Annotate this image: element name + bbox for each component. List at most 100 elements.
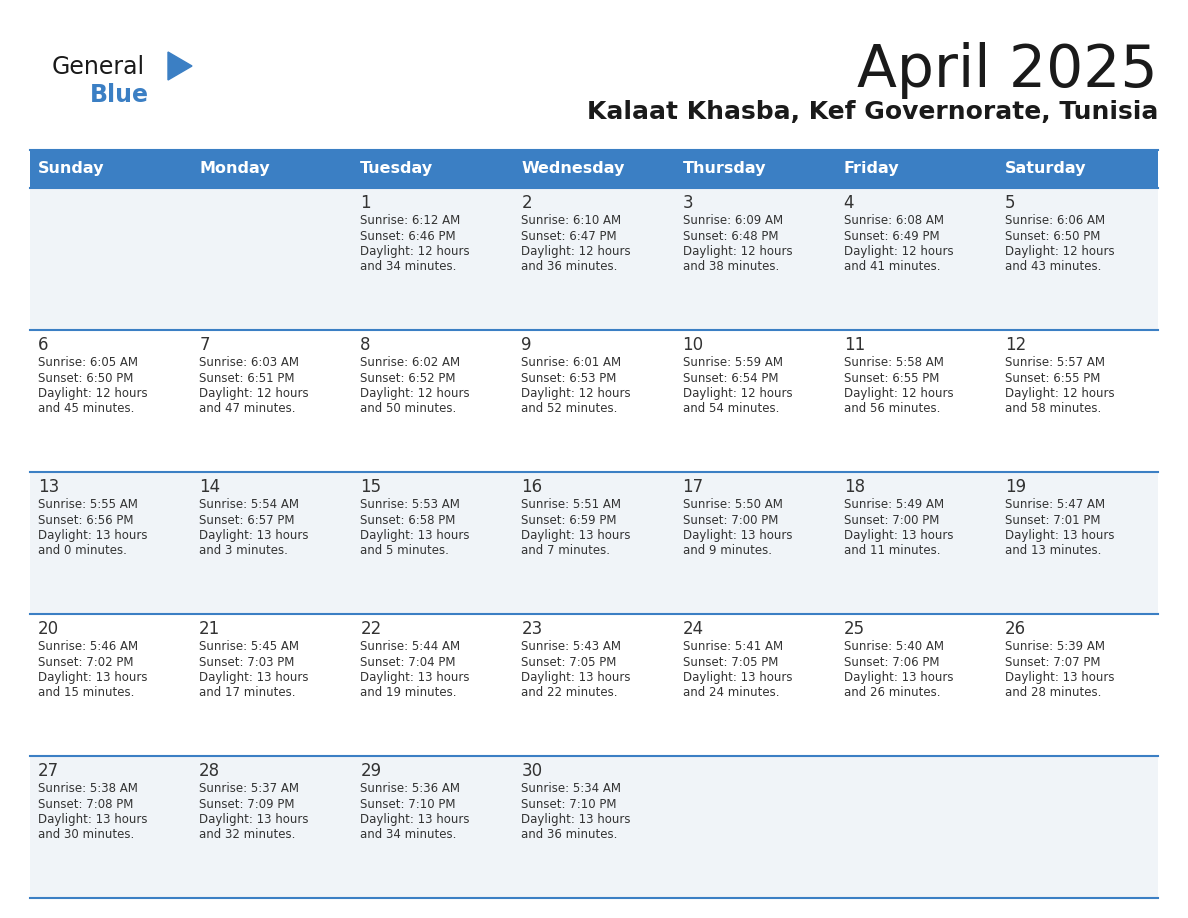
Text: 7: 7: [200, 336, 209, 354]
Text: 25: 25: [843, 620, 865, 638]
Text: and 50 minutes.: and 50 minutes.: [360, 402, 456, 416]
Text: Daylight: 13 hours: Daylight: 13 hours: [522, 813, 631, 826]
Text: Sunrise: 5:44 AM: Sunrise: 5:44 AM: [360, 640, 461, 653]
Text: 29: 29: [360, 762, 381, 780]
Text: Sunset: 6:59 PM: Sunset: 6:59 PM: [522, 513, 617, 527]
Bar: [353, 150, 513, 188]
Text: Monday: Monday: [200, 162, 270, 176]
Text: Sunset: 7:10 PM: Sunset: 7:10 PM: [360, 798, 456, 811]
Text: Sunrise: 5:43 AM: Sunrise: 5:43 AM: [522, 640, 621, 653]
Text: Sunset: 6:51 PM: Sunset: 6:51 PM: [200, 372, 295, 385]
Text: Sunrise: 6:03 AM: Sunrise: 6:03 AM: [200, 356, 299, 369]
Text: and 0 minutes.: and 0 minutes.: [38, 544, 127, 557]
Text: Daylight: 13 hours: Daylight: 13 hours: [200, 813, 309, 826]
Text: and 54 minutes.: and 54 minutes.: [683, 402, 779, 416]
Text: Sunset: 7:09 PM: Sunset: 7:09 PM: [200, 798, 295, 811]
Text: 8: 8: [360, 336, 371, 354]
Polygon shape: [168, 52, 192, 80]
Text: 22: 22: [360, 620, 381, 638]
Text: and 28 minutes.: and 28 minutes.: [1005, 687, 1101, 700]
Text: 18: 18: [843, 478, 865, 496]
Text: Sunrise: 5:45 AM: Sunrise: 5:45 AM: [200, 640, 299, 653]
Text: 12: 12: [1005, 336, 1026, 354]
Text: Daylight: 13 hours: Daylight: 13 hours: [360, 813, 469, 826]
Text: Sunrise: 5:59 AM: Sunrise: 5:59 AM: [683, 356, 783, 369]
Text: and 3 minutes.: and 3 minutes.: [200, 544, 287, 557]
Text: Sunrise: 5:40 AM: Sunrise: 5:40 AM: [843, 640, 943, 653]
Text: Sunrise: 5:41 AM: Sunrise: 5:41 AM: [683, 640, 783, 653]
Text: 1: 1: [360, 194, 371, 212]
Text: and 9 minutes.: and 9 minutes.: [683, 544, 771, 557]
Text: and 36 minutes.: and 36 minutes.: [522, 829, 618, 842]
Text: Sunset: 6:53 PM: Sunset: 6:53 PM: [522, 372, 617, 385]
Text: and 13 minutes.: and 13 minutes.: [1005, 544, 1101, 557]
Text: Daylight: 12 hours: Daylight: 12 hours: [683, 387, 792, 400]
Text: Sunrise: 6:05 AM: Sunrise: 6:05 AM: [38, 356, 138, 369]
Text: Daylight: 13 hours: Daylight: 13 hours: [200, 671, 309, 684]
Text: Sunrise: 5:46 AM: Sunrise: 5:46 AM: [38, 640, 138, 653]
Text: Sunrise: 6:12 AM: Sunrise: 6:12 AM: [360, 214, 461, 227]
Text: 26: 26: [1005, 620, 1026, 638]
Text: Blue: Blue: [90, 83, 148, 107]
Text: Sunrise: 5:58 AM: Sunrise: 5:58 AM: [843, 356, 943, 369]
Text: 4: 4: [843, 194, 854, 212]
Text: Daylight: 12 hours: Daylight: 12 hours: [360, 245, 470, 258]
Text: 17: 17: [683, 478, 703, 496]
Bar: [30, 756, 1158, 898]
Text: Sunrise: 6:06 AM: Sunrise: 6:06 AM: [1005, 214, 1105, 227]
Text: Sunset: 6:58 PM: Sunset: 6:58 PM: [360, 513, 456, 527]
Text: and 58 minutes.: and 58 minutes.: [1005, 402, 1101, 416]
Text: 27: 27: [38, 762, 59, 780]
Text: Daylight: 12 hours: Daylight: 12 hours: [683, 245, 792, 258]
Text: Sunset: 6:50 PM: Sunset: 6:50 PM: [1005, 230, 1100, 242]
Text: Friday: Friday: [843, 162, 899, 176]
Text: Daylight: 13 hours: Daylight: 13 hours: [38, 671, 147, 684]
Bar: [30, 188, 1158, 330]
Text: Daylight: 12 hours: Daylight: 12 hours: [522, 387, 631, 400]
Text: Daylight: 12 hours: Daylight: 12 hours: [1005, 245, 1114, 258]
Text: 28: 28: [200, 762, 220, 780]
Text: 15: 15: [360, 478, 381, 496]
Text: Sunset: 7:00 PM: Sunset: 7:00 PM: [843, 513, 939, 527]
Bar: [513, 150, 675, 188]
Text: 3: 3: [683, 194, 693, 212]
Text: 5: 5: [1005, 194, 1016, 212]
Text: Sunset: 6:50 PM: Sunset: 6:50 PM: [38, 372, 133, 385]
Text: 23: 23: [522, 620, 543, 638]
Text: Sunset: 6:47 PM: Sunset: 6:47 PM: [522, 230, 617, 242]
Text: Sunset: 7:03 PM: Sunset: 7:03 PM: [200, 655, 295, 668]
Text: Daylight: 13 hours: Daylight: 13 hours: [522, 529, 631, 542]
Text: Sunset: 7:01 PM: Sunset: 7:01 PM: [1005, 513, 1100, 527]
Text: Daylight: 13 hours: Daylight: 13 hours: [683, 529, 792, 542]
Text: 11: 11: [843, 336, 865, 354]
Text: and 56 minutes.: and 56 minutes.: [843, 402, 940, 416]
Text: and 38 minutes.: and 38 minutes.: [683, 261, 779, 274]
Text: and 30 minutes.: and 30 minutes.: [38, 829, 134, 842]
Text: Daylight: 13 hours: Daylight: 13 hours: [683, 671, 792, 684]
Text: Sunset: 6:49 PM: Sunset: 6:49 PM: [843, 230, 940, 242]
Text: Sunset: 6:52 PM: Sunset: 6:52 PM: [360, 372, 456, 385]
Text: Sunrise: 5:51 AM: Sunrise: 5:51 AM: [522, 498, 621, 511]
Text: Sunrise: 5:54 AM: Sunrise: 5:54 AM: [200, 498, 299, 511]
Text: Thursday: Thursday: [683, 162, 766, 176]
Text: Daylight: 13 hours: Daylight: 13 hours: [1005, 529, 1114, 542]
Text: Sunrise: 5:50 AM: Sunrise: 5:50 AM: [683, 498, 783, 511]
Text: Sunset: 6:46 PM: Sunset: 6:46 PM: [360, 230, 456, 242]
Text: 19: 19: [1005, 478, 1026, 496]
Text: 10: 10: [683, 336, 703, 354]
Text: Sunrise: 5:53 AM: Sunrise: 5:53 AM: [360, 498, 460, 511]
Text: Kalaat Khasba, Kef Governorate, Tunisia: Kalaat Khasba, Kef Governorate, Tunisia: [587, 100, 1158, 124]
Text: and 32 minutes.: and 32 minutes.: [200, 829, 296, 842]
Text: Daylight: 12 hours: Daylight: 12 hours: [360, 387, 470, 400]
Text: Sunset: 7:04 PM: Sunset: 7:04 PM: [360, 655, 456, 668]
Text: and 45 minutes.: and 45 minutes.: [38, 402, 134, 416]
Text: Daylight: 12 hours: Daylight: 12 hours: [843, 387, 953, 400]
Text: Sunset: 7:10 PM: Sunset: 7:10 PM: [522, 798, 617, 811]
Text: Sunset: 7:00 PM: Sunset: 7:00 PM: [683, 513, 778, 527]
Text: Daylight: 13 hours: Daylight: 13 hours: [38, 529, 147, 542]
Text: Daylight: 12 hours: Daylight: 12 hours: [843, 245, 953, 258]
Text: Daylight: 12 hours: Daylight: 12 hours: [200, 387, 309, 400]
Text: General: General: [52, 55, 145, 79]
Text: 21: 21: [200, 620, 221, 638]
Bar: [997, 150, 1158, 188]
